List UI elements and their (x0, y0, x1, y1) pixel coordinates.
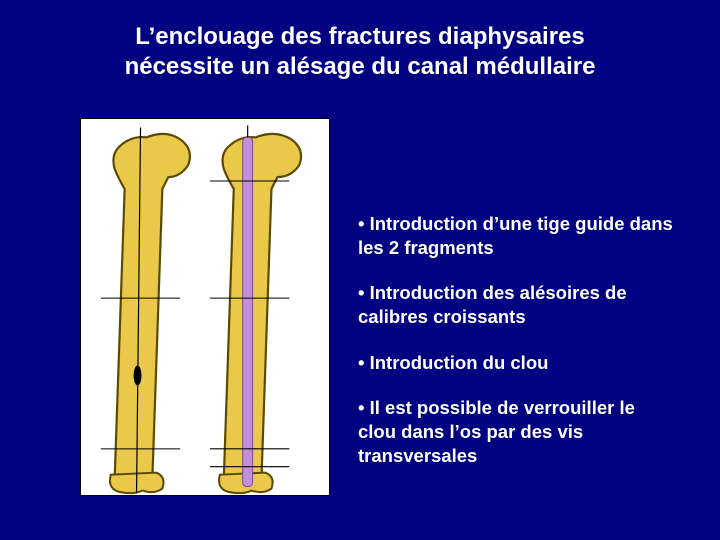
title-line-1: L’enclouage des fractures diaphysaires (135, 23, 585, 50)
bullet-1: • Introduction d’une tige guide dans les… (358, 212, 678, 259)
bullet-4: • Il est possible de verrouiller le clou… (358, 396, 678, 467)
slide-title: L’enclouage des fractures diaphysaires n… (0, 22, 720, 82)
bullet-3: • Introduction du clou (358, 351, 678, 375)
bullet-2: • Introduction des alésoires de calibres… (358, 281, 678, 328)
title-line-2: nécessite un alésage du canal médullaire (125, 53, 596, 80)
bullet-list: • Introduction d’une tige guide dans les… (358, 212, 678, 489)
femur-diagram (80, 118, 330, 496)
